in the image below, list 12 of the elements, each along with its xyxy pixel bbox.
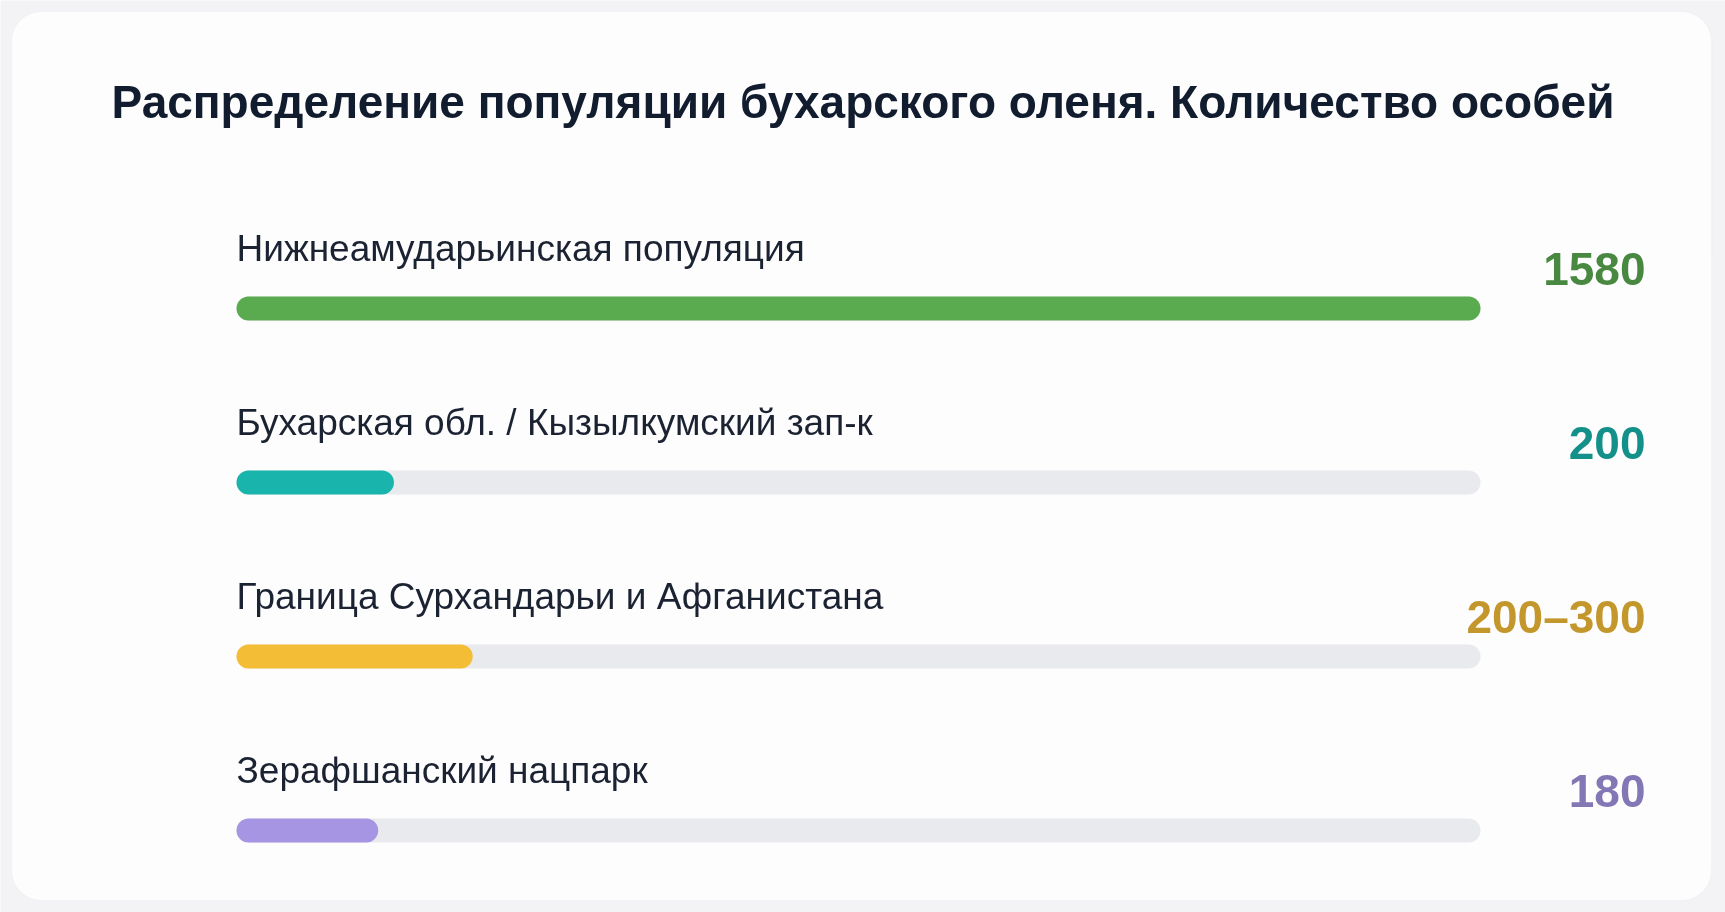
bar bbox=[236, 818, 379, 843]
chart-title: Распределение популяции бухарского оленя. Количество особей bbox=[111, 75, 1615, 128]
y-tick-label: Бухарская обл. / Кызылкумский зап-к bbox=[236, 402, 874, 443]
y-tick-label: Граница Сурхандарьи и Афганистана bbox=[236, 576, 884, 617]
y-tick-label: Зерафшанский нацпарк bbox=[236, 750, 649, 791]
y-tick-label: Нижнеамударьинская популяция bbox=[236, 228, 805, 269]
bar bbox=[236, 470, 394, 495]
bar bbox=[236, 644, 473, 669]
data-label: 200 bbox=[1568, 416, 1646, 469]
data-label: 1580 bbox=[1543, 242, 1646, 295]
data-label: 180 bbox=[1568, 764, 1646, 817]
data-label: 200–300 bbox=[1466, 590, 1646, 643]
